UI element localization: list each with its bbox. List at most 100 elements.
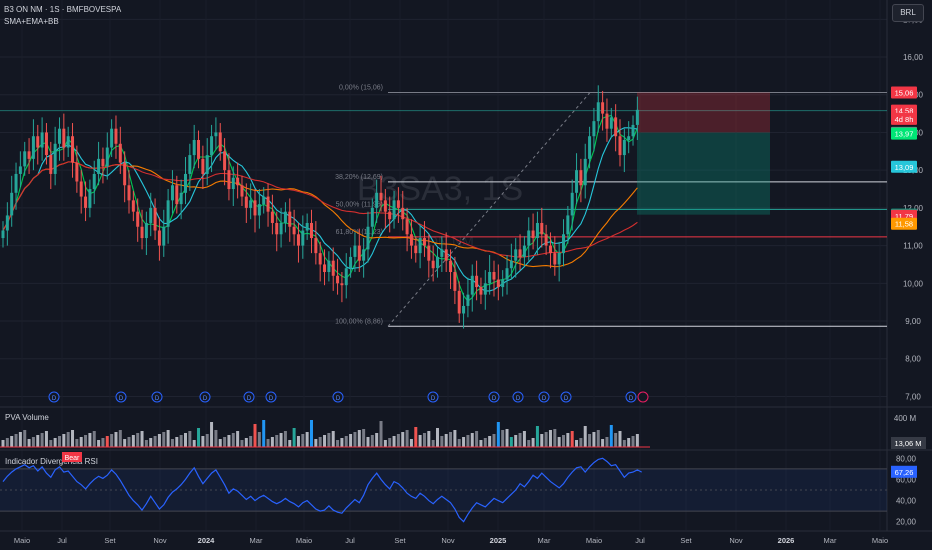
candle-body xyxy=(214,132,218,137)
candle-body xyxy=(166,200,170,227)
volume-bar xyxy=(392,436,396,447)
candle-body xyxy=(10,192,14,216)
volume-bar xyxy=(483,438,487,447)
candle-body xyxy=(488,272,492,284)
candle-body xyxy=(114,128,118,144)
dividend-marker-label: D xyxy=(336,396,341,402)
volume-bar xyxy=(5,438,9,447)
candle-body xyxy=(501,279,505,288)
rsi-title: Indicador Divergência RSI xyxy=(5,457,98,466)
volume-bar xyxy=(366,437,370,447)
volume-bar xyxy=(127,437,131,447)
price-badge-label: 11,79 xyxy=(895,212,913,221)
candle-body xyxy=(509,260,513,269)
volume-bar xyxy=(318,437,322,447)
volume-bar xyxy=(262,420,266,447)
price-badge-label: 14,58 xyxy=(895,107,914,116)
candle-body xyxy=(218,132,222,152)
dividend-marker-icon xyxy=(427,391,439,403)
candle-body xyxy=(318,253,322,265)
volume-bar xyxy=(375,433,379,447)
currency-button[interactable]: BRL xyxy=(892,4,924,22)
volume-bar xyxy=(509,437,513,447)
candle-body xyxy=(362,249,366,261)
volume-bar xyxy=(618,431,622,447)
rsi-band xyxy=(0,468,887,512)
volume-bar xyxy=(501,430,505,447)
time-axis-tick: Set xyxy=(104,536,116,545)
volume-bar xyxy=(409,439,413,447)
indicator-legend[interactable]: SMA+EMA+BB xyxy=(4,17,59,26)
volume-bar xyxy=(418,435,422,447)
candle-body xyxy=(253,200,257,216)
volume-bar xyxy=(327,433,331,447)
candle-body xyxy=(262,196,266,205)
volume-bar xyxy=(414,427,418,447)
time-axis-tick: Mar xyxy=(538,536,551,545)
volume-bar xyxy=(149,438,153,447)
candle-body xyxy=(288,211,292,227)
candle-body xyxy=(622,140,626,156)
candle-body xyxy=(183,173,187,193)
candle-body xyxy=(631,124,635,137)
candle-body xyxy=(357,245,361,261)
volume-bar xyxy=(631,436,635,447)
candle-body xyxy=(331,260,335,276)
volume-bar xyxy=(453,430,457,447)
volume-bar xyxy=(496,422,500,447)
volume-bar xyxy=(53,438,57,447)
candle-body xyxy=(579,170,583,186)
volume-bar xyxy=(349,434,353,447)
rsi-last-value: 67,26 xyxy=(895,468,914,477)
position-target-zone xyxy=(637,132,770,215)
volume-bar xyxy=(114,432,118,447)
volume-bar xyxy=(431,440,435,447)
fib-level-label: 0,00% (15,06) xyxy=(339,84,383,91)
price-axis-tick: 12,00 xyxy=(903,204,924,213)
candle-body xyxy=(75,162,79,182)
dividend-marker-label: D xyxy=(247,396,252,402)
volume-bar xyxy=(175,437,179,447)
volume-bar xyxy=(170,439,174,447)
candle-body xyxy=(188,155,192,174)
symbol-title[interactable]: B3 ON NM · 1S · BMFBOVESPA xyxy=(4,5,122,14)
volume-bar xyxy=(14,434,18,447)
candle-body xyxy=(349,256,353,269)
price-axis-tick: 9,00 xyxy=(905,317,921,326)
candle-body xyxy=(62,128,66,148)
volume-bar xyxy=(205,434,209,447)
volume-bar xyxy=(131,435,135,447)
candle-body xyxy=(575,170,579,193)
candle-body xyxy=(388,211,392,220)
volume-bar xyxy=(579,438,583,447)
volume-bar xyxy=(614,433,618,447)
volume-bar xyxy=(136,433,140,447)
time-axis-tick: Nov xyxy=(153,536,167,545)
volume-last-value: 13,06 M xyxy=(894,439,921,448)
volume-bar xyxy=(18,432,22,447)
volume-bar xyxy=(275,435,279,447)
volume-bar xyxy=(40,433,44,447)
dividend-marker-label: D xyxy=(203,396,208,402)
dividend-marker-label: D xyxy=(516,396,521,402)
candle-body xyxy=(483,283,487,295)
earnings-marker-icon xyxy=(637,391,649,403)
volume-bar xyxy=(540,434,544,447)
candle-body xyxy=(518,249,522,257)
candle-body xyxy=(101,158,105,167)
volume-bar xyxy=(609,425,613,447)
candle-body xyxy=(553,253,557,265)
candle-body xyxy=(40,132,44,148)
candle-body xyxy=(131,200,135,212)
volume-bar xyxy=(353,432,357,447)
volume-bar xyxy=(522,431,526,447)
volume-bar xyxy=(153,436,157,447)
candle-body xyxy=(601,102,605,114)
price-axis-tick: 8,00 xyxy=(905,355,921,364)
price-badge xyxy=(891,160,917,173)
candle-body xyxy=(210,136,214,156)
volume-bar xyxy=(570,431,574,447)
dividend-marker-icon xyxy=(48,391,60,403)
candle-body xyxy=(375,192,379,208)
